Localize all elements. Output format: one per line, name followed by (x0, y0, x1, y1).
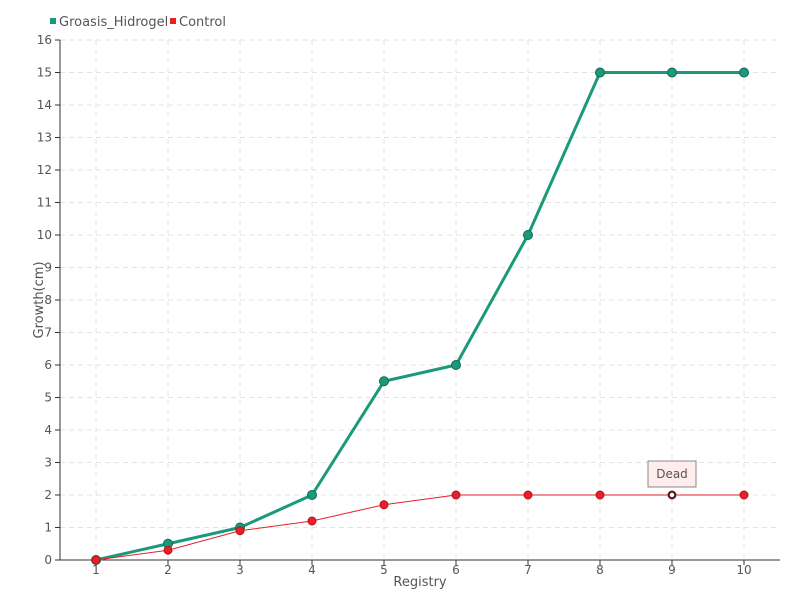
series-control (91, 490, 749, 565)
data-point-control[interactable] (91, 555, 101, 565)
data-point-control[interactable] (595, 490, 605, 500)
data-point-control[interactable] (307, 516, 317, 526)
data-point-groasis-hidrogel[interactable] (739, 67, 749, 78)
x-tick-label: 3 (236, 563, 244, 577)
x-axis-title: Registry (393, 575, 447, 590)
y-tick-label: 0 (44, 553, 52, 567)
y-tick-label: 1 (44, 521, 52, 535)
data-point-control[interactable] (451, 490, 461, 500)
y-tick-label: 6 (44, 358, 52, 372)
annotation-marker[interactable] (668, 491, 676, 499)
x-tick-label: 1 (92, 563, 100, 577)
x-tick-label: 5 (380, 563, 388, 577)
y-tick-label: 10 (37, 228, 52, 242)
data-point-control[interactable] (739, 490, 749, 500)
data-point-groasis-hidrogel[interactable] (307, 490, 317, 500)
annotation-label: Dead (656, 467, 688, 481)
y-tick-label: 12 (37, 163, 52, 177)
y-tick-label: 14 (37, 98, 52, 112)
series-groasis-hidrogel (91, 67, 749, 565)
x-tick-label: 4 (308, 563, 316, 577)
x-ticks: 1 2 3 4 5 6 7 8 9 10 (92, 560, 752, 577)
data-point-control[interactable] (163, 545, 173, 555)
y-tick-label: 8 (44, 293, 52, 307)
annotation-layer: Dead (647, 460, 697, 499)
y-tick-label: 13 (37, 131, 52, 145)
y-tick-label: 3 (44, 456, 52, 470)
data-point-groasis-hidrogel[interactable] (379, 376, 389, 387)
y-axis-title: Growth(cm) (32, 261, 47, 338)
series-line-groasis-hidrogel[interactable] (95, 71, 744, 562)
legend-label-control[interactable]: Control (179, 15, 226, 30)
y-tick-label: 4 (44, 423, 52, 437)
y-tick-label: 7 (44, 326, 52, 340)
legend-swatch-control (170, 18, 176, 24)
annotation-box (647, 460, 697, 488)
x-tick-label: 2 (164, 563, 172, 577)
y-tick-label: 16 (37, 33, 52, 47)
legend: Groasis_Hidrogel Control (50, 15, 226, 30)
legend-label-groasis[interactable]: Groasis_Hidrogel (59, 15, 168, 30)
y-tick-label: 2 (44, 488, 52, 502)
data-point-control[interactable] (379, 500, 389, 510)
y-tick-label: 11 (37, 196, 52, 210)
x-tick-label: 6 (452, 563, 460, 577)
y-tick-label: 5 (44, 391, 52, 405)
annotation-callout: Dead (647, 460, 697, 499)
x-tick-label: 7 (524, 563, 532, 577)
y-tick-label: 15 (37, 66, 52, 80)
legend-swatch-groasis (50, 18, 56, 24)
x-tick-label: 9 (668, 563, 676, 577)
data-point-groasis-hidrogel[interactable] (595, 67, 605, 78)
series-line-control[interactable] (95, 494, 744, 561)
data-point-control[interactable] (523, 490, 533, 500)
data-point-groasis-hidrogel[interactable] (451, 360, 461, 370)
y-tick-label: 9 (44, 261, 52, 275)
x-tick-label: 10 (736, 563, 751, 577)
x-tick-label: 8 (596, 563, 604, 577)
series-layer (91, 67, 749, 565)
data-point-control[interactable] (235, 526, 245, 536)
data-point-groasis-hidrogel[interactable] (667, 67, 677, 78)
data-point-groasis-hidrogel[interactable] (523, 230, 533, 240)
